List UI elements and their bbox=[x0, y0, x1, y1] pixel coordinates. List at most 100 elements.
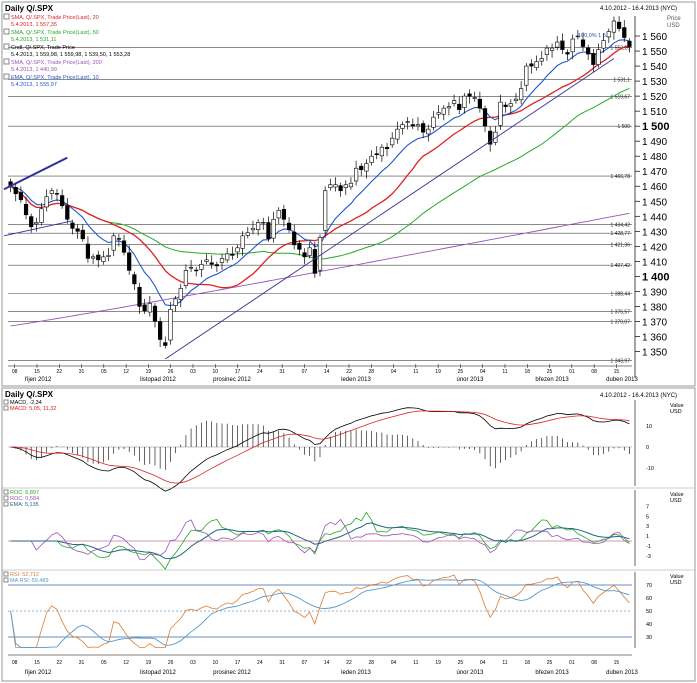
bottom-tick-label: 22 bbox=[56, 660, 62, 666]
candle-body bbox=[147, 303, 152, 313]
candle-body bbox=[312, 249, 317, 274]
bottom-tick-label: 04 bbox=[480, 660, 486, 666]
candle-body bbox=[245, 232, 250, 236]
rsi-tick-label: 50 bbox=[646, 609, 652, 615]
level-label: 1 343,97 bbox=[611, 359, 631, 365]
svg-text:SMA, Q/.SPX, Trade Price(Last): SMA, Q/.SPX, Trade Price(Last), 200 bbox=[11, 60, 102, 66]
macd-unit2: USD bbox=[670, 409, 682, 415]
candle-body bbox=[250, 228, 256, 231]
x-tick-label: 11 bbox=[413, 369, 418, 375]
x-tick-label: 26 bbox=[168, 369, 174, 375]
candle-body bbox=[49, 190, 54, 194]
level-label: 1 500 bbox=[617, 124, 630, 130]
bottom-tick-label: 28 bbox=[368, 660, 374, 666]
candle-body bbox=[29, 216, 34, 228]
candle-body bbox=[168, 309, 173, 341]
candle-body bbox=[529, 63, 534, 67]
candle-body bbox=[23, 203, 29, 216]
macd-tick-label: -10 bbox=[646, 466, 654, 472]
x-tick-label: 01 bbox=[569, 369, 575, 375]
price-panel[interactable] bbox=[1, 1, 696, 387]
candle-body bbox=[617, 21, 622, 29]
level-label: 1 388,44 bbox=[611, 292, 631, 298]
bottom-tick-label: 04 bbox=[391, 660, 397, 666]
candle-body bbox=[333, 184, 338, 188]
candle-body bbox=[348, 182, 354, 188]
candle-body bbox=[137, 286, 142, 307]
svg-text:MA RSI: 59,489: MA RSI: 59,489 bbox=[10, 578, 49, 584]
bottom-month-label: leden 2013 bbox=[341, 670, 371, 676]
candle-body bbox=[390, 137, 395, 146]
candle-body bbox=[384, 147, 390, 149]
bottom-tick-label: 31 bbox=[79, 660, 85, 666]
candle-body bbox=[230, 253, 235, 256]
candle-body bbox=[75, 228, 80, 232]
chart-title: Daily Q/.SPX bbox=[5, 4, 54, 13]
candle-body bbox=[508, 103, 513, 107]
y-tick-label: 1 550 bbox=[642, 47, 667, 58]
y-tick-label: 1 460 bbox=[642, 182, 667, 193]
candle-body bbox=[369, 155, 374, 163]
candle-body bbox=[225, 253, 230, 261]
bottom-month-label: listopad 2012 bbox=[140, 670, 176, 676]
bottom-tick-label: 01 bbox=[569, 660, 575, 666]
candle-body bbox=[503, 104, 508, 107]
level-label: 1 531,1 bbox=[613, 77, 630, 83]
x-tick-label: 22 bbox=[56, 369, 62, 375]
candle-body bbox=[127, 252, 132, 271]
candle-body bbox=[544, 47, 550, 56]
candle-body bbox=[431, 116, 436, 128]
candle-body bbox=[101, 256, 106, 262]
fib-label: 100,0% 1 5... bbox=[578, 33, 611, 39]
candle-body bbox=[13, 187, 18, 195]
candle-body bbox=[90, 256, 96, 259]
candle-body bbox=[194, 269, 199, 272]
candle-body bbox=[178, 288, 183, 300]
bottom-tick-label: 15 bbox=[34, 660, 40, 666]
candle-body bbox=[606, 31, 611, 38]
bottom-tick-label: 05 bbox=[101, 660, 107, 666]
candle-body bbox=[85, 243, 91, 259]
candle-body bbox=[488, 130, 493, 145]
rsi-tick-label: 60 bbox=[646, 596, 652, 602]
x-tick-label: 05 bbox=[101, 369, 107, 375]
level-label: 1 421,36 bbox=[611, 242, 631, 248]
candle-body bbox=[307, 247, 312, 256]
x-tick-label: 08 bbox=[12, 369, 18, 375]
bottom-tick-label: 08 bbox=[591, 660, 597, 666]
macd-unit1: Value bbox=[670, 403, 684, 409]
candle-body bbox=[472, 97, 477, 99]
roc-unit2: USD bbox=[670, 498, 682, 504]
rising-trendline bbox=[165, 58, 615, 360]
bottom-x-axis: 08 15 22 31 05 12 19 26 03 10 17 24 31 07 14 22 28 04 11 19… bbox=[8, 654, 639, 676]
candle-body bbox=[534, 61, 539, 68]
candle-body bbox=[560, 40, 565, 50]
svg-text:5.4.2013, 1 440,99: 5.4.2013, 1 440,99 bbox=[11, 67, 57, 73]
candle-body bbox=[116, 238, 121, 240]
candle-body bbox=[580, 39, 586, 47]
month-label: leden 2013 bbox=[341, 377, 371, 383]
macd-tick-label: 0 bbox=[646, 445, 649, 451]
y-tick-label: 1 450 bbox=[642, 197, 667, 208]
roc-tick-label: -1 bbox=[646, 544, 651, 550]
y-tick-label: 1 520 bbox=[642, 92, 667, 103]
candle-body bbox=[498, 101, 503, 126]
panel2-title: Daily Q/.SPX bbox=[5, 390, 54, 399]
svg-text:5.4.2013, 1 555,97: 5.4.2013, 1 555,97 bbox=[11, 82, 57, 88]
candle-body bbox=[446, 106, 452, 109]
candle-body bbox=[302, 252, 307, 258]
candle-body bbox=[601, 40, 606, 49]
bottom-tick-label: 11 bbox=[413, 660, 418, 666]
candle-body bbox=[281, 209, 287, 220]
level-label: 1 434,42 bbox=[611, 223, 631, 229]
candle-body bbox=[323, 190, 328, 231]
macd-tick-label: 10 bbox=[646, 424, 652, 430]
candle-body bbox=[199, 264, 204, 270]
candle-body bbox=[482, 108, 488, 127]
candle-body bbox=[80, 229, 85, 240]
candle-body bbox=[158, 321, 163, 340]
bottom-tick-label: 11 bbox=[502, 660, 507, 666]
month-label: říjen 2012 bbox=[25, 377, 52, 383]
y-tick-label: 1 540 bbox=[642, 62, 667, 73]
